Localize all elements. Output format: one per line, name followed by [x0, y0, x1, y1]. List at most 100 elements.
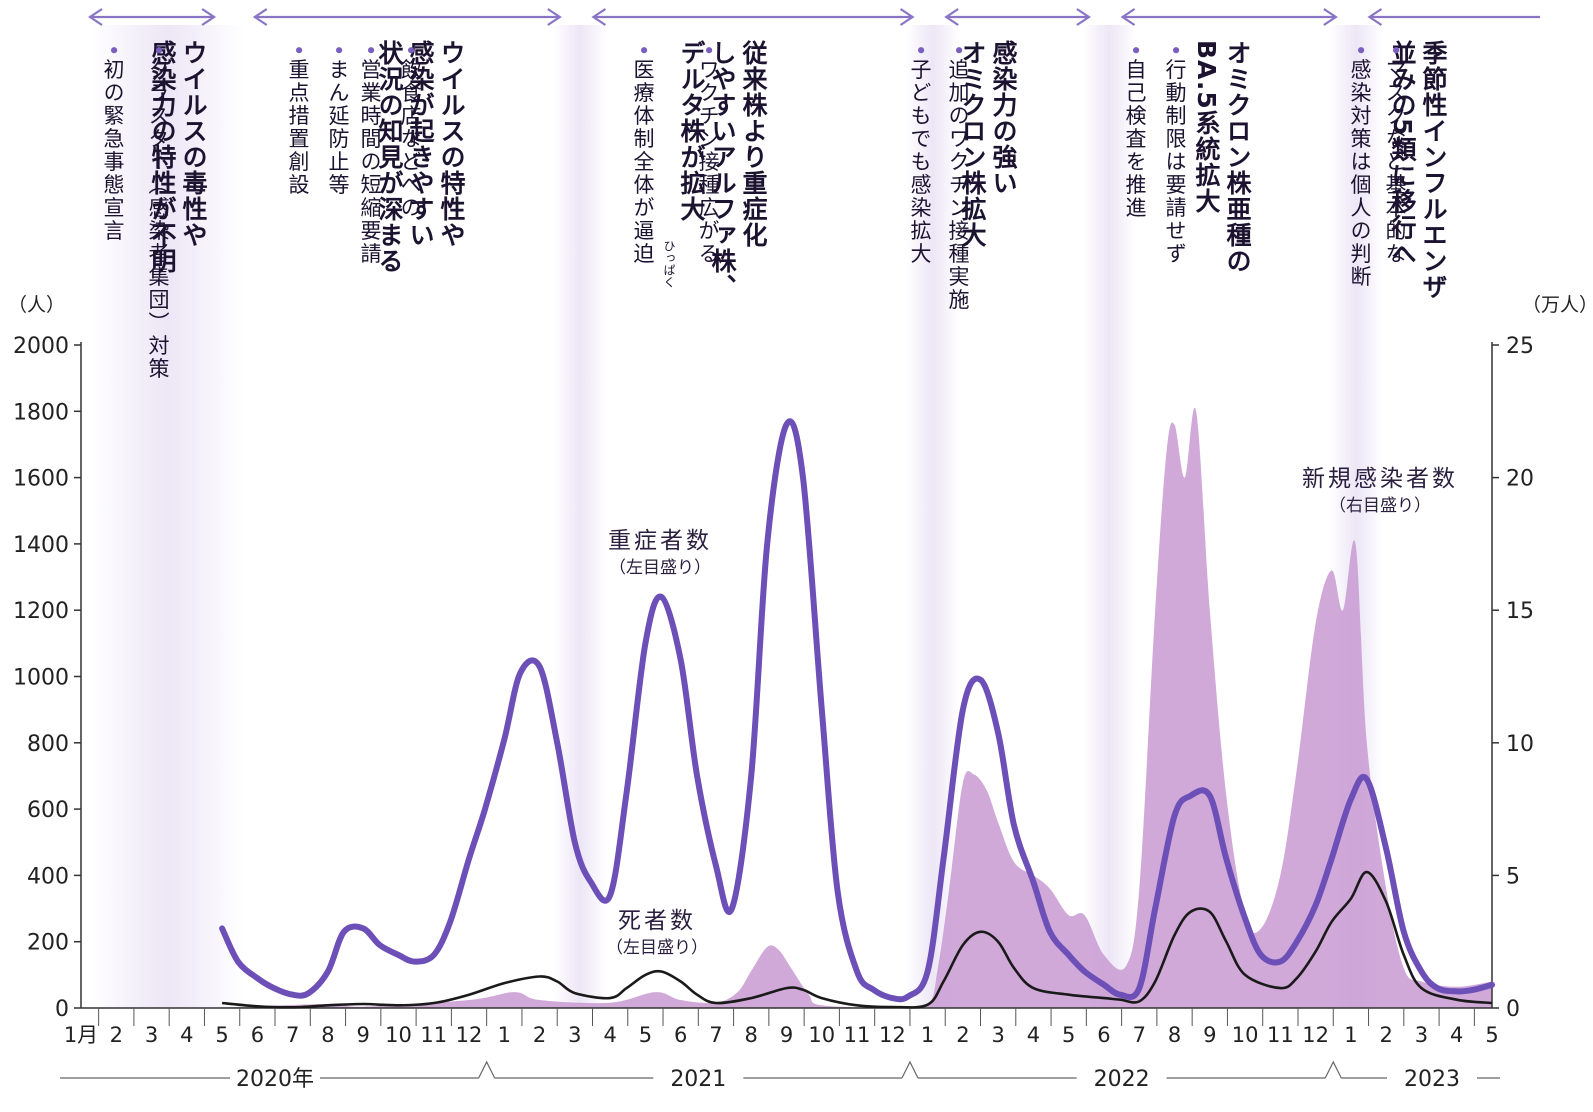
- period-arrow-1: [252, 8, 562, 26]
- month-label-2: 3: [145, 1023, 158, 1047]
- month-label-1: 2: [110, 1023, 123, 1047]
- cases-series-label: 新規感染者数 （右目盛り）: [1285, 466, 1475, 520]
- left-tick-label-9: 1800: [13, 400, 69, 425]
- period-1-heading-1: 感染が起きやすい: [405, 40, 435, 248]
- period-4-heading-0: オミクロン株亜種の: [1222, 40, 1252, 274]
- period-2-heading-2: デルタ株が拡大: [676, 40, 706, 222]
- period-bullet-text: 医療体制全体が逼迫: [631, 44, 655, 265]
- year-label-3: 2023: [1404, 1067, 1460, 1092]
- period-bullet-text: 自己検査を推進: [1123, 44, 1147, 219]
- period-5-bullet-1: 感染対策は個人の判断: [1345, 44, 1375, 288]
- period-1-bullet-2: まん延防止等: [323, 44, 353, 196]
- right-tick-label-1: 5: [1506, 864, 1520, 889]
- ruby-reading: ひっぱく: [662, 240, 676, 288]
- month-label-38: 3: [1415, 1023, 1428, 1047]
- period-bullet-text: 行動制限は要請せず: [1163, 44, 1187, 265]
- period-bullet-text: まん延防止等: [326, 44, 350, 196]
- right-tick-label-0: 0: [1506, 997, 1520, 1022]
- period-2-bullet-1: 医療体制全体が逼迫: [628, 44, 658, 265]
- month-label-0: 1月: [64, 1023, 98, 1047]
- period-bullet-text: 子どもでも感染拡大: [908, 44, 932, 265]
- period-bullet-text: 追加のワクチン接種実施: [946, 44, 970, 311]
- year-label-0: 2020年: [236, 1067, 314, 1092]
- period-heading-text: ウイルスの毒性や: [179, 40, 208, 248]
- period-3-bullet-0: 追加のワクチン接種実施: [943, 44, 973, 311]
- period-0-bullet-0: クラスター（感染者集団）対策: [143, 44, 173, 380]
- month-label-34: 11: [1267, 1023, 1294, 1047]
- period-heading-text: 並みの5類に移行へ: [1388, 40, 1417, 267]
- month-label-10: 11: [420, 1023, 447, 1047]
- severe-series-label: 重症者数 （左目盛り）: [585, 528, 735, 582]
- period-arrow-5: [1367, 8, 1540, 26]
- period-4-bullet-1: 自己検査を推進: [1120, 44, 1150, 219]
- period-heading-text: 従来株より重症化: [739, 40, 768, 248]
- period-band-0: [91, 25, 244, 1008]
- month-label-4: 5: [215, 1023, 228, 1047]
- month-label-25: 2: [956, 1023, 969, 1047]
- cases-area: [222, 407, 1493, 1009]
- severe-label: 重症者数: [608, 528, 712, 554]
- month-label-32: 9: [1203, 1023, 1216, 1047]
- month-label-28: 5: [1062, 1023, 1075, 1047]
- period-arrow-3: [944, 8, 1091, 26]
- period-bullet-text: マスクなど基本的な: [1383, 44, 1407, 265]
- left-axis-unit: （人）: [8, 294, 66, 316]
- period-1-bullet-1: 営業時間の短縮要請: [355, 44, 385, 265]
- cases-note: （右目盛り）: [1329, 496, 1431, 516]
- period-heading-text: BA.5系統拡大: [1192, 40, 1221, 214]
- period-arrow-2: [591, 8, 915, 26]
- deaths-line: [221, 870, 1493, 1009]
- period-0-bullet-1: 初の緊急事態宣言: [98, 44, 128, 242]
- period-heading-text: 感染が起きやすい: [406, 40, 435, 248]
- period-1-bullet-0: 飲食店などへの: [395, 44, 425, 219]
- period-heading-text: 感染力の強い: [989, 40, 1018, 196]
- year-break-0: [478, 1060, 496, 1079]
- month-label-11: 12: [456, 1023, 483, 1047]
- month-label-27: 4: [1027, 1023, 1040, 1047]
- month-label-35: 12: [1302, 1023, 1329, 1047]
- period-heading-text: オミクロン株拡大: [958, 40, 987, 248]
- month-label-40: 5: [1485, 1023, 1498, 1047]
- left-tick-label-5: 1000: [13, 666, 69, 691]
- year-label-1: 2021: [670, 1067, 726, 1092]
- deaths-note: （左目盛り）: [606, 938, 708, 958]
- year-break-2: [1324, 1060, 1342, 1079]
- month-label-17: 6: [674, 1023, 687, 1047]
- cases-area-layer: [222, 407, 1493, 1009]
- period-3-bullet-1: 子どもでも感染拡大: [905, 44, 935, 265]
- period-heading-text: 感染力の特性が不明: [148, 40, 177, 274]
- left-tick-label-7: 1400: [13, 533, 69, 558]
- series-lines-layer: [219, 418, 1495, 1009]
- month-label-33: 10: [1232, 1023, 1259, 1047]
- month-label-37: 2: [1379, 1023, 1392, 1047]
- right-tick-label-2: 10: [1506, 732, 1534, 757]
- period-0-heading-0: ウイルスの毒性や: [178, 40, 208, 248]
- left-tick-label-1: 200: [27, 931, 69, 956]
- period-heading-text: デルタ株が拡大: [677, 40, 706, 222]
- period-band-3: [1082, 25, 1136, 1008]
- month-label-29: 6: [1097, 1023, 1110, 1047]
- period-band-2: [906, 25, 960, 1008]
- month-label-7: 8: [321, 1023, 334, 1047]
- period-1-bullet-3: 重点措置創設: [283, 44, 313, 196]
- month-label-5: 6: [251, 1023, 264, 1047]
- period-5-heading-1: 並みの5類に移行へ: [1387, 40, 1417, 266]
- period-arrow-4: [1120, 8, 1338, 26]
- deaths-label: 死者数: [618, 908, 696, 934]
- period-2-bullet-0: ワクチン接種広がる: [693, 44, 723, 265]
- period-arrow-0: [88, 8, 217, 26]
- period-heading-text: ウイルスの特性や: [437, 40, 466, 248]
- cases-label: 新規感染者数: [1302, 466, 1458, 492]
- period-4-bullet-0: 行動制限は要請せず: [1160, 44, 1190, 265]
- month-label-22: 11: [844, 1023, 871, 1047]
- left-tick-label-6: 1200: [13, 599, 69, 624]
- period-3-heading-0: 感染力の強い: [988, 40, 1018, 196]
- month-label-12: 1: [498, 1023, 511, 1047]
- period-bullet-text: 飲食店などへの: [398, 44, 422, 219]
- year-break-1: [901, 1060, 919, 1079]
- period-bullet-text: 重点措置創設: [286, 44, 310, 196]
- period-1-heading-0: ウイルスの特性や: [436, 40, 466, 248]
- period-3-heading-1: オミクロン株拡大: [957, 40, 987, 248]
